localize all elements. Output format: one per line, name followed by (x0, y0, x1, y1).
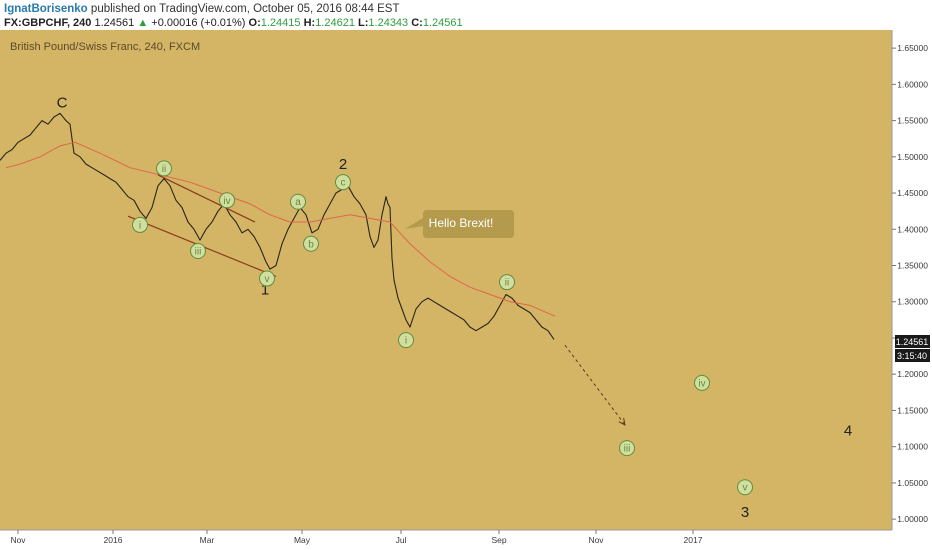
x-tick-label: Sep (491, 535, 506, 545)
price-series-line[interactable] (0, 112, 555, 340)
open-value: 1.24415 (260, 17, 301, 29)
low-value: 1.24343 (368, 17, 409, 29)
wave-label: i (405, 336, 407, 347)
y-tick-label: 1.35000 (897, 261, 928, 271)
close-value: 1.24561 (422, 17, 463, 29)
x-tick-label: Jul (396, 535, 407, 545)
wave-label: 3 (741, 504, 749, 521)
last-price: 1.24561 (94, 17, 135, 29)
wave-label: b (308, 239, 314, 250)
y-tick-label: 1.15000 (897, 405, 928, 415)
y-tick-label: 1.65000 (897, 43, 928, 53)
time-axis[interactable] (0, 530, 892, 550)
projection-line[interactable] (564, 344, 626, 426)
publish-line: IgnatBorisenko published on TradingView.… (4, 3, 400, 15)
wave-label-circle (290, 193, 306, 210)
chart-area[interactable]: British Pound/Swiss Franc, 240, FXCM 1.0… (0, 30, 932, 550)
wave-label-circle (398, 332, 414, 349)
y-tick-label: 1.20000 (897, 369, 928, 379)
low-label: L: (358, 17, 369, 29)
countdown-tag (895, 349, 930, 362)
wave-label: 1 (261, 281, 269, 298)
callout-text: Hello Brexit! (429, 216, 494, 230)
x-tick-label: Nov (10, 535, 26, 545)
published-text: published on TradingView.com, October 05… (90, 3, 400, 15)
wave-label: iii (624, 444, 631, 455)
high-label: H: (303, 17, 316, 29)
x-tick-label: May (294, 535, 311, 545)
close-label: C: (411, 17, 423, 29)
x-tick-label: 2017 (684, 535, 703, 545)
wave-label-circle (737, 479, 753, 496)
wave-label: a (295, 197, 301, 208)
wave-label-circle (694, 374, 710, 391)
author-link[interactable]: IgnatBorisenko (4, 3, 88, 15)
wave-label: iv (698, 378, 705, 389)
wave-label: 2 (339, 156, 347, 173)
y-tick-label: 1.45000 (897, 188, 928, 198)
ohlc-line: FX:GBPCHF, 240 1.24561 ▲ +0.00016 (+0.01… (4, 17, 463, 29)
wave-label: 4 (844, 423, 852, 440)
series-group (0, 112, 556, 340)
y-tick-label: 1.55000 (897, 116, 928, 126)
wave-label-circle (156, 160, 172, 177)
wave-label-circle (132, 216, 148, 233)
wave-label: v (743, 483, 748, 494)
price-labels-group: 1.24561 3:15:40 (895, 335, 930, 362)
projection-arrow-icon (618, 417, 626, 426)
high-value: 1.24621 (315, 17, 355, 29)
open-label: O: (248, 17, 261, 29)
price-change: +0.00016 (+0.01%) (151, 17, 246, 29)
wave-label-circle (499, 274, 515, 291)
y-tick-label: 1.10000 (897, 442, 928, 452)
symbol-label: FX:GBPCHF, 240 (4, 17, 92, 29)
projection-group (564, 344, 626, 426)
chart-header: IgnatBorisenko published on TradingView.… (0, 0, 932, 30)
plot-background[interactable] (0, 30, 892, 530)
wave-label-circle (190, 243, 206, 260)
y-tick-label: 1.40000 (897, 224, 928, 234)
wave-label: ii (505, 278, 509, 289)
trendline[interactable] (157, 174, 256, 223)
wave-label-circle (219, 192, 235, 209)
wave-label: iii (195, 247, 202, 258)
x-tick-label: Nov (588, 535, 604, 545)
y-tick-label: 1.60000 (897, 79, 928, 89)
up-arrow-icon: ▲ (137, 17, 149, 29)
x-tick-label: 2016 (104, 535, 123, 545)
wave-label: iv (223, 196, 230, 207)
y-tick-label: 1.05000 (897, 478, 928, 488)
countdown-tag-text: 3:15:40 (897, 351, 927, 361)
wave-label-circle (619, 440, 635, 457)
last-price-tag-text: 1.24561 (896, 337, 929, 347)
wave-label: c (341, 178, 346, 189)
last-price-tag (895, 335, 930, 348)
callout-group: Hello Brexit! (405, 210, 514, 238)
wave-label: ii (162, 164, 166, 175)
x-tick-label: Mar (200, 535, 215, 545)
price-axis[interactable] (892, 30, 932, 550)
callout-bubble[interactable] (405, 210, 514, 238)
price-chart[interactable]: British Pound/Swiss Franc, 240, FXCM 1.0… (0, 30, 932, 550)
y-tick-label: 1.30000 (897, 297, 928, 307)
wave-label: C (57, 94, 68, 111)
moving-average-line[interactable] (5, 141, 556, 317)
x-axis-ticks: Nov 2016 Mar May Jul Sep Nov 2017 (10, 530, 703, 545)
wave-label-circle (303, 235, 319, 252)
y-tick-label: 1.50000 (897, 152, 928, 162)
y-tick-label: 1.00000 (897, 514, 928, 524)
wave-label: i (139, 220, 141, 231)
wave-label: v (265, 274, 270, 285)
wave-label-circle (335, 174, 351, 191)
chart-title: British Pound/Swiss Franc, 240, FXCM (10, 41, 200, 53)
wave-label-circle (259, 270, 275, 287)
